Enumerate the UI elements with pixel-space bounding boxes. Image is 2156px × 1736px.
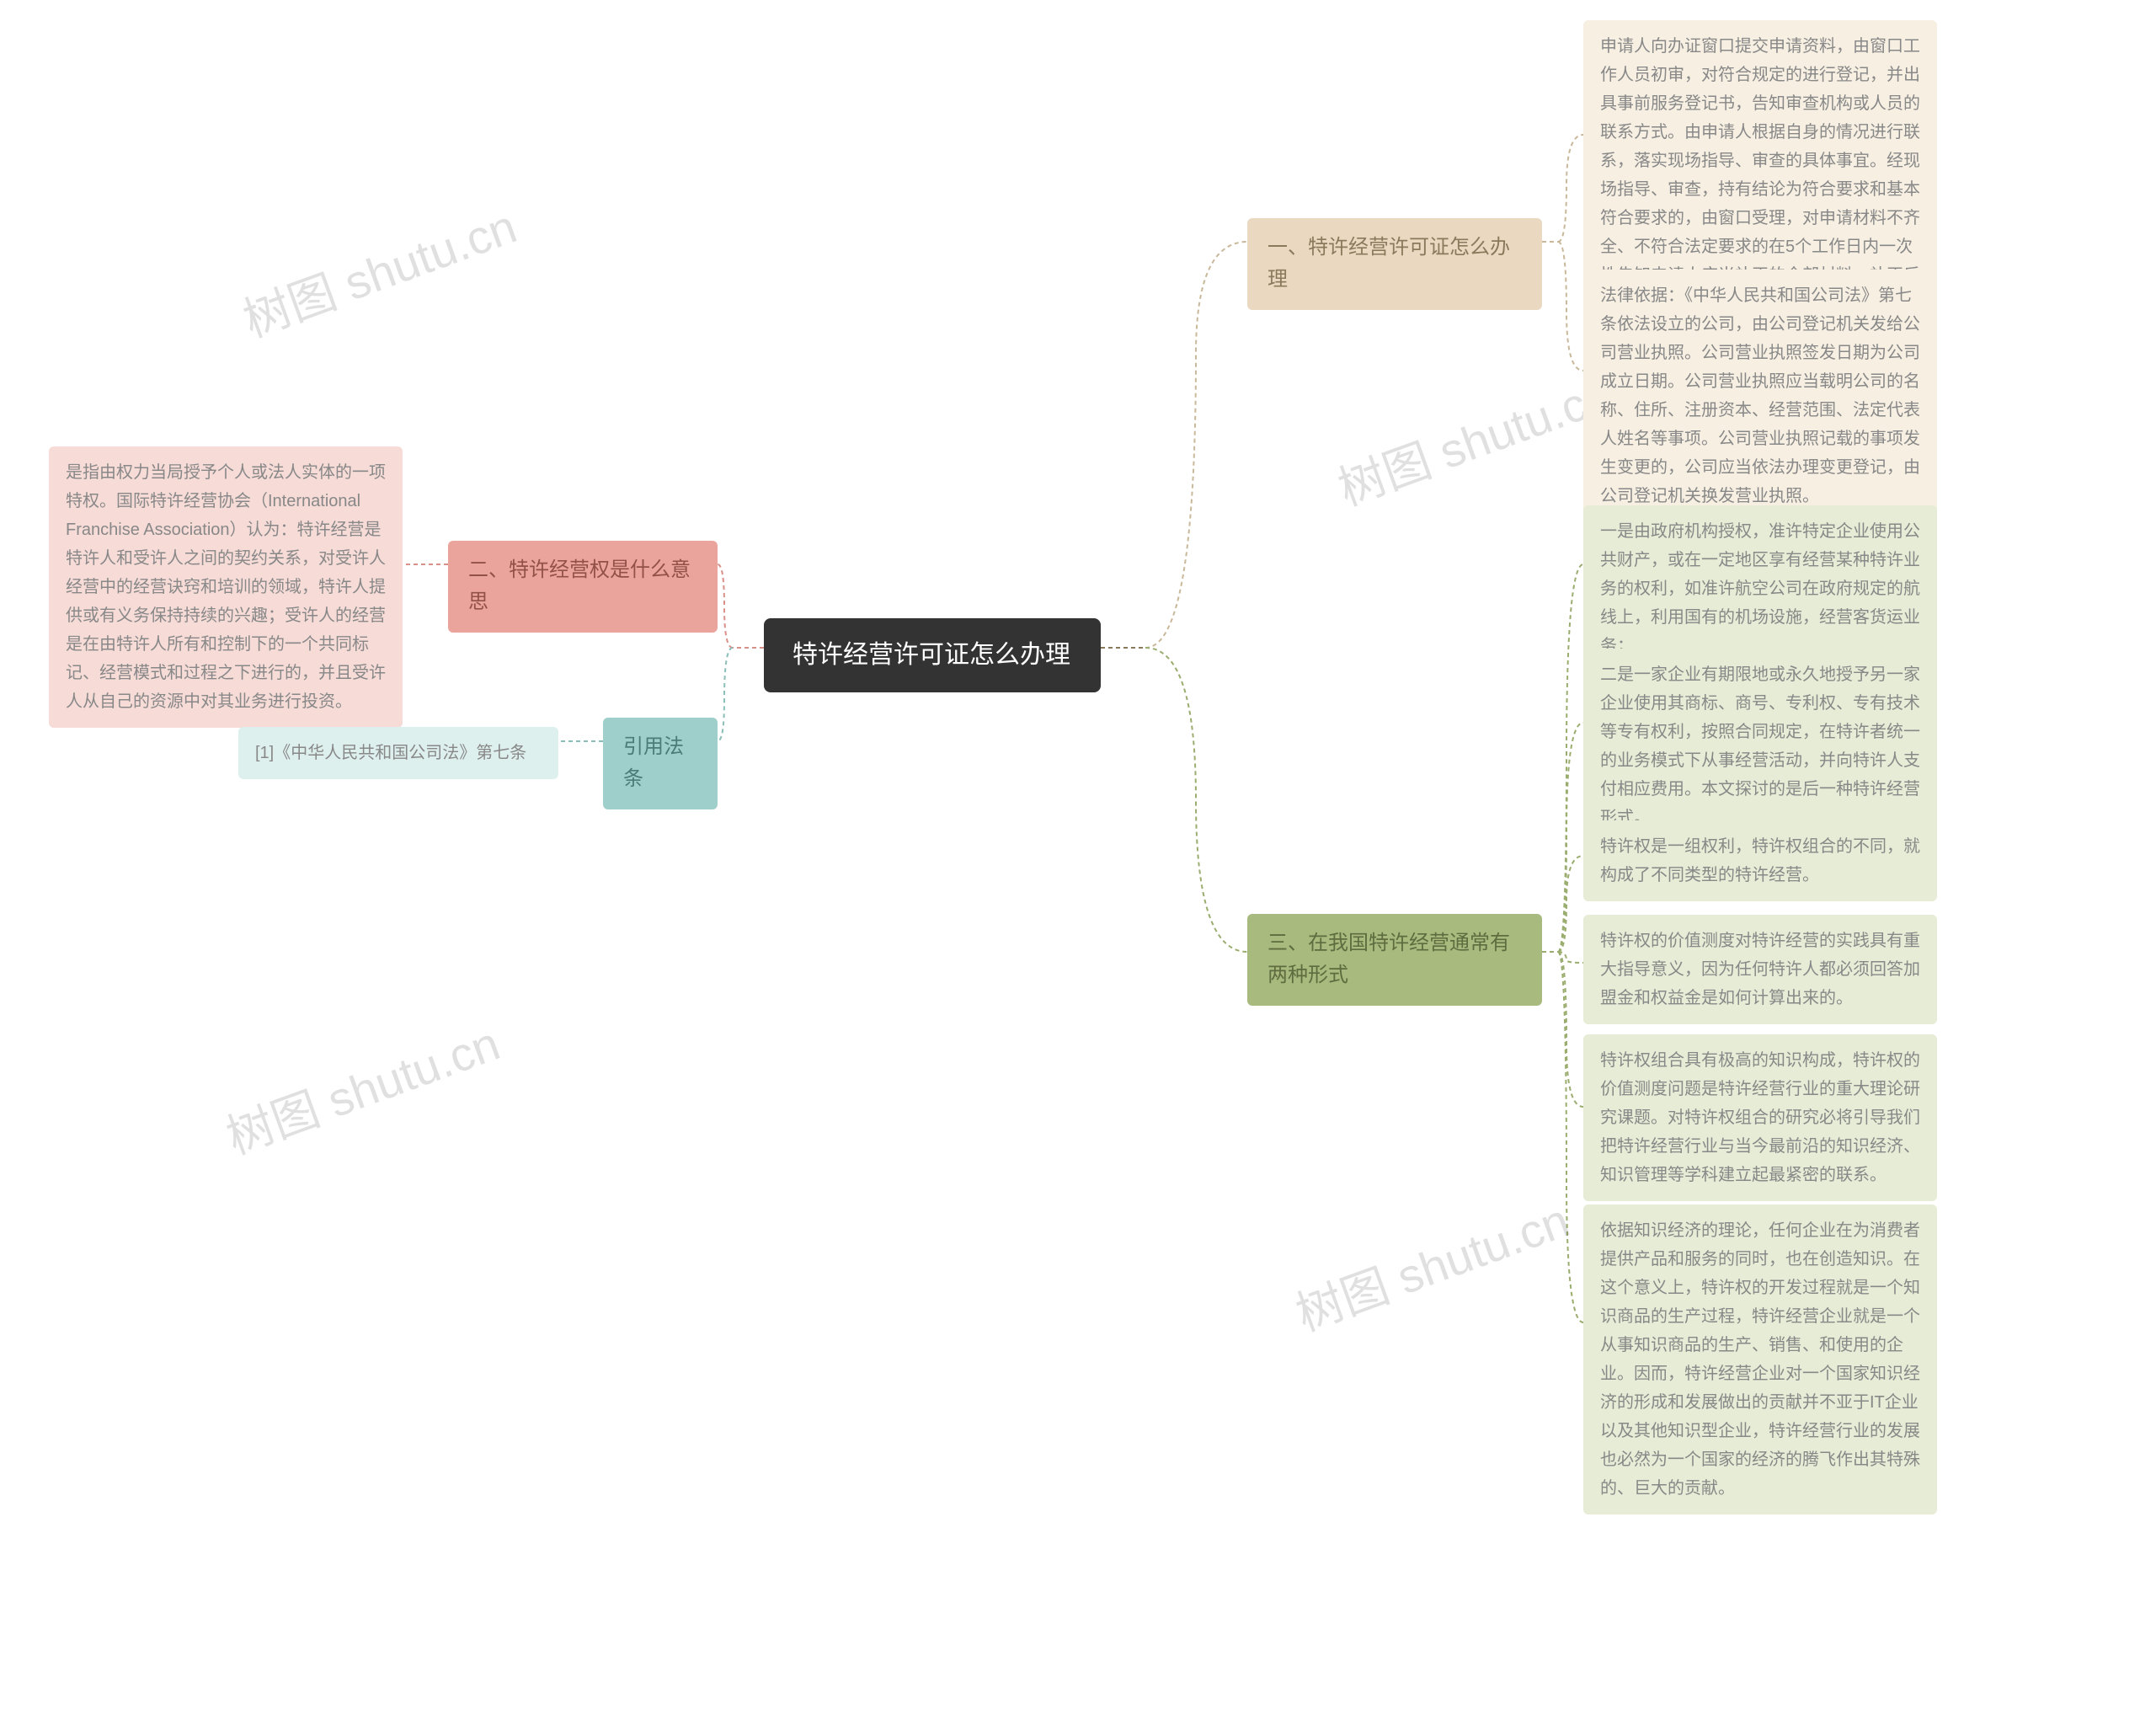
leaf-3-2[interactable]: 二是一家企业有期限地或永久地授予另一家企业使用其商标、商号、专利权、专有技术等专… — [1583, 649, 1937, 844]
branch-2[interactable]: 二、特许经营权是什么意思 — [448, 541, 718, 633]
leaf-2-1[interactable]: 是指由权力当局授予个人或法人实体的一项特权。国际特许经营协会（Internati… — [49, 446, 403, 728]
watermark: 树图 shutu.cn — [1285, 1183, 1577, 1344]
watermark: 树图 shutu.cn — [232, 189, 525, 350]
leaf-3-4[interactable]: 特许权的价值测度对特许经营的实践具有重大指导意义，因为任何特许人都必须回答加盟金… — [1583, 915, 1937, 1024]
branch-1[interactable]: 一、特许经营许可证怎么办理 — [1247, 218, 1542, 310]
leaf-3-3[interactable]: 特许权是一组权利，特许权组合的不同，就构成了不同类型的特许经营。 — [1583, 820, 1937, 901]
leaf-4-1[interactable]: [1]《中华人民共和国公司法》第七条 — [238, 727, 558, 779]
watermark: 树图 shutu.cn — [1327, 357, 1620, 519]
branch-4[interactable]: 引用法条 — [603, 718, 718, 809]
root-node[interactable]: 特许经营许可证怎么办理 — [764, 618, 1101, 692]
leaf-1-2[interactable]: 法律依据：《中华人民共和国公司法》第七条依法设立的公司，由公司登记机关发给公司营… — [1583, 270, 1937, 522]
leaf-3-5[interactable]: 特许权组合具有极高的知识构成，特许权的价值测度问题是特许经营行业的重大理论研究课… — [1583, 1034, 1937, 1201]
leaf-3-6[interactable]: 依据知识经济的理论，任何企业在为消费者提供产品和服务的同时，也在创造知识。在这个… — [1583, 1205, 1937, 1514]
watermark: 树图 shutu.cn — [216, 1006, 508, 1167]
leaf-3-1[interactable]: 一是由政府机构授权，准许特定企业使用公共财产，或在一定地区享有经营某种特许业务的… — [1583, 505, 1937, 672]
branch-3[interactable]: 三、在我国特许经营通常有两种形式 — [1247, 914, 1542, 1006]
